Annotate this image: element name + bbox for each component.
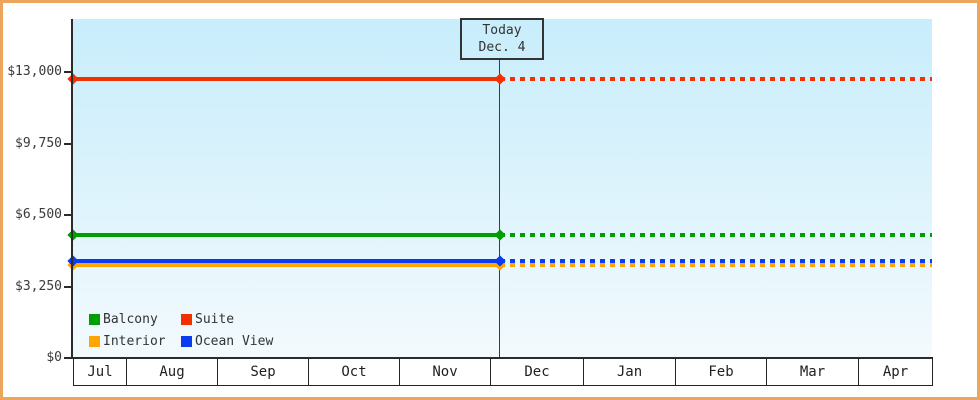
legend-item-ocean-view: Ocean View xyxy=(181,334,273,349)
x-axis-month-cell: Jan xyxy=(583,357,676,386)
legend-item-balcony: Balcony xyxy=(89,312,181,327)
today-annotation-box: Today Dec. 4 xyxy=(460,18,544,60)
x-axis-month-cell: Nov xyxy=(399,357,491,386)
suite-color-swatch xyxy=(181,314,192,325)
series-line-solid xyxy=(73,258,500,263)
legend-item-interior: Interior xyxy=(89,334,181,349)
y-axis-tick-mark xyxy=(64,71,72,73)
legend-label: Suite xyxy=(195,312,235,327)
legend: Balcony Suite Interior Ocean View xyxy=(89,312,273,349)
ocean-view-color-swatch xyxy=(181,336,192,347)
series-line-dotted xyxy=(500,233,932,238)
y-axis-tick-label: $6,500 xyxy=(15,207,62,222)
y-axis-tick-label: $3,250 xyxy=(15,278,62,294)
series-line-solid xyxy=(73,76,500,81)
y-axis-tick-mark xyxy=(64,214,72,216)
today-date-label: Dec. 4 xyxy=(478,40,526,55)
x-axis-month-cell: Sep xyxy=(217,357,309,386)
y-axis-tick-label: $13,000 xyxy=(7,64,62,79)
plot-area[interactable] xyxy=(73,19,932,358)
y-axis-tick-label: $9,750 xyxy=(15,135,62,151)
x-axis-month-cell: Feb xyxy=(675,357,767,386)
balcony-color-swatch xyxy=(89,314,100,325)
legend-label: Interior xyxy=(103,334,166,349)
y-axis-line xyxy=(71,19,73,358)
y-axis-tick-label: $0 xyxy=(46,350,62,365)
series-line-solid xyxy=(73,263,500,268)
legend-item-suite: Suite xyxy=(181,312,273,327)
y-axis-tick-mark xyxy=(64,285,72,288)
x-axis-month-cell: Dec xyxy=(490,357,584,386)
x-axis-month-cell: Aug xyxy=(126,357,218,386)
y-axis-tick-mark xyxy=(64,142,72,145)
today-vertical-line xyxy=(499,59,500,357)
x-axis-month-cell: Oct xyxy=(308,357,400,386)
interior-color-swatch xyxy=(89,336,100,347)
x-axis-month-cell: Jul xyxy=(73,357,127,386)
legend-label: Ocean View xyxy=(195,334,274,349)
series-line-solid xyxy=(73,233,500,238)
today-label: Today xyxy=(482,23,522,38)
series-line-dotted xyxy=(500,263,932,268)
x-axis-month-cell: Apr xyxy=(858,357,933,386)
y-axis-tick-mark xyxy=(64,357,72,359)
series-line-dotted xyxy=(500,76,932,81)
series-line-dotted xyxy=(500,258,932,263)
x-axis-month-cell: Mar xyxy=(766,357,859,386)
x-axis-line xyxy=(71,357,932,359)
legend-label: Balcony xyxy=(103,312,158,327)
